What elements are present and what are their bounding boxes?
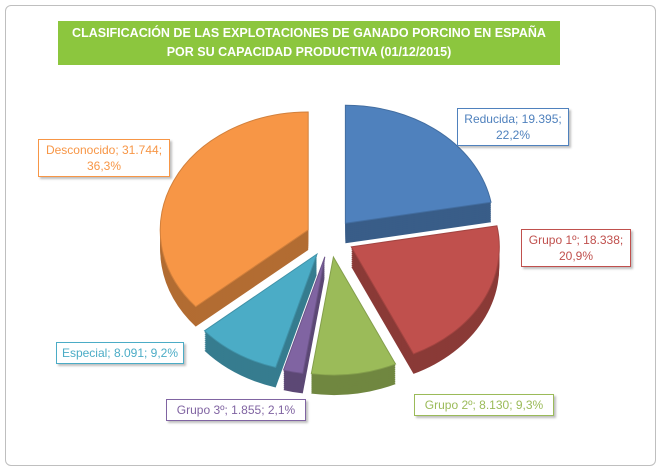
chart-title: CLASIFICACIÓN DE LAS EXPLOTACIONES DE GA… [58,21,560,65]
data-label: Grupo 1º; 18.338; 20,9% [521,229,631,267]
slice [282,256,326,374]
slice [203,252,318,369]
slice [344,104,492,224]
chart-frame [5,5,656,466]
data-label: Reducida; 19.395; 22,2% [457,108,569,146]
data-label: Especial; 8.091; 9,2% [56,342,184,364]
data-label: Grupo 3º; 1.855; 2,1% [166,399,306,421]
slice [310,255,397,376]
data-label: Grupo 2º; 8.130; 9,3% [414,394,554,416]
slice [159,111,309,308]
slice-tops [159,104,500,376]
slice [350,225,500,355]
data-label: Desconocido; 31.744; 36,3% [38,139,170,177]
